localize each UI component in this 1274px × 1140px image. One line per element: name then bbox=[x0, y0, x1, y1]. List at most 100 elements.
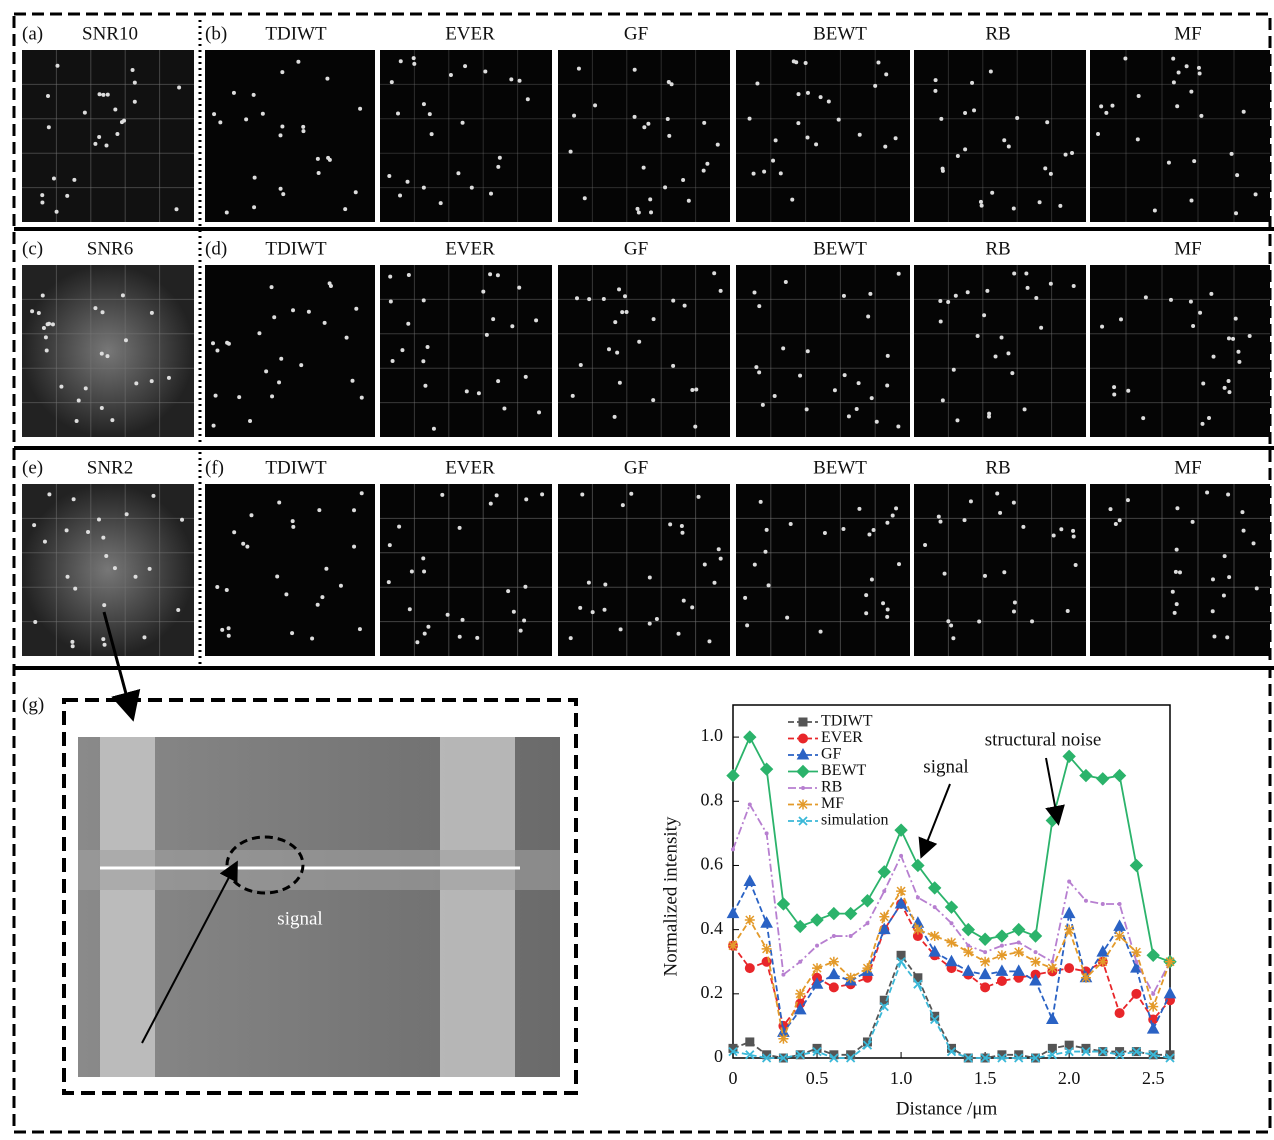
micrograph-dot bbox=[885, 615, 889, 619]
micrograph-dot bbox=[176, 608, 180, 612]
micrograph-dot bbox=[272, 315, 276, 319]
micrograph-dot bbox=[690, 605, 694, 609]
micrograph-dot bbox=[495, 493, 499, 497]
micrograph-dot bbox=[757, 304, 761, 308]
micrograph-dot bbox=[40, 200, 44, 204]
legend-marker bbox=[798, 800, 808, 810]
micrograph-dot bbox=[1141, 416, 1145, 420]
micrograph-dot bbox=[110, 418, 114, 422]
micrograph-dot bbox=[648, 622, 652, 626]
micrograph-dot bbox=[461, 121, 465, 125]
micrograph bbox=[1090, 50, 1270, 222]
micrograph-dot bbox=[1030, 619, 1034, 623]
micrograph-dot bbox=[1211, 577, 1215, 581]
point bbox=[963, 965, 974, 975]
micrograph-dot bbox=[75, 419, 79, 423]
micrograph-dot bbox=[613, 415, 617, 419]
micrograph-dot bbox=[249, 513, 253, 517]
micrograph-dot bbox=[343, 207, 347, 211]
micrograph-dot bbox=[827, 100, 831, 104]
point bbox=[744, 731, 756, 743]
panel-title: EVER bbox=[445, 457, 495, 478]
point bbox=[1131, 947, 1141, 957]
micrograph-dot bbox=[1052, 534, 1056, 538]
micrograph-dot bbox=[712, 271, 716, 275]
micrograph-dot bbox=[587, 297, 591, 301]
micrograph-dot bbox=[774, 138, 778, 142]
micrograph-dot bbox=[805, 407, 809, 411]
micrograph-dot bbox=[1172, 80, 1176, 84]
micrograph-dot bbox=[509, 77, 513, 81]
micrograph bbox=[205, 484, 375, 656]
micrograph-dot bbox=[663, 185, 667, 189]
micrograph-dot bbox=[1104, 111, 1108, 115]
micrograph-dot bbox=[1021, 525, 1025, 529]
micrograph-dot bbox=[253, 176, 257, 180]
micrograph-dot bbox=[847, 414, 851, 418]
micrograph-dot bbox=[872, 528, 876, 532]
micrograph-dot bbox=[873, 84, 877, 88]
micrograph-dot bbox=[257, 331, 261, 335]
y-axis-label: Normalized intensity bbox=[660, 816, 681, 976]
point bbox=[746, 1038, 754, 1046]
micrograph-dot bbox=[1223, 554, 1227, 558]
panel-title: BEWT bbox=[813, 457, 867, 478]
micrograph-dot bbox=[951, 636, 955, 640]
panel-title: SNR2 bbox=[87, 457, 133, 478]
point bbox=[946, 956, 957, 966]
micrograph-dot bbox=[977, 620, 981, 624]
micrograph-dot bbox=[42, 326, 46, 330]
micrograph-dot bbox=[617, 287, 621, 291]
micrograph-dot bbox=[1064, 153, 1068, 157]
micrograph bbox=[558, 50, 730, 222]
micrograph-dot bbox=[270, 285, 274, 289]
micrograph-dot bbox=[104, 554, 108, 558]
micrograph-dot bbox=[1174, 570, 1178, 574]
micrograph-dot bbox=[796, 121, 800, 125]
annotation: structural noise bbox=[985, 729, 1102, 750]
panel-title: RB bbox=[985, 457, 1010, 478]
micrograph-dot bbox=[637, 211, 641, 215]
point bbox=[1068, 880, 1071, 883]
panel-title: TDIWT bbox=[265, 238, 327, 259]
micrograph-dot bbox=[399, 59, 403, 63]
micrograph-dot bbox=[241, 542, 245, 546]
micrograph-dot bbox=[496, 165, 500, 169]
micrograph bbox=[205, 265, 375, 437]
micrograph-dot bbox=[670, 82, 674, 86]
micrograph-dot bbox=[719, 557, 723, 561]
micrograph-dot bbox=[1015, 116, 1019, 120]
y-tick-label: 0.8 bbox=[701, 789, 724, 809]
micrograph-dot bbox=[97, 135, 101, 139]
micrograph-dot bbox=[1100, 325, 1104, 329]
micrograph-dot bbox=[301, 125, 305, 129]
panel-tag: (f) bbox=[205, 457, 224, 478]
micrograph-dot bbox=[886, 608, 890, 612]
micrograph-dot bbox=[225, 211, 229, 215]
point bbox=[879, 912, 889, 922]
legend-label: simulation bbox=[821, 812, 889, 829]
micrograph-dot bbox=[423, 632, 427, 636]
micrograph-dot bbox=[522, 618, 526, 622]
micrograph-dot bbox=[422, 186, 426, 190]
zoom-band bbox=[100, 737, 155, 1077]
point bbox=[963, 947, 973, 957]
micrograph-dot bbox=[1099, 104, 1103, 108]
micrograph-dot bbox=[1012, 272, 1016, 276]
micrograph-dot bbox=[398, 193, 402, 197]
micrograph-dot bbox=[428, 112, 432, 116]
micrograph-dot bbox=[449, 73, 453, 77]
micrograph-dot bbox=[855, 407, 859, 411]
legend-label: TDIWT bbox=[821, 713, 873, 730]
micrograph-dot bbox=[352, 508, 356, 512]
micrograph-dot bbox=[1191, 324, 1195, 328]
micrograph-dot bbox=[603, 582, 607, 586]
micrograph-dot bbox=[1169, 298, 1173, 302]
micrograph-dot bbox=[307, 310, 311, 314]
micrograph-dot bbox=[510, 324, 514, 328]
micrograph-dot bbox=[745, 623, 749, 627]
point bbox=[996, 965, 1007, 975]
micrograph-dot bbox=[979, 200, 983, 204]
micrograph-dot bbox=[1013, 600, 1017, 604]
micrograph-dot bbox=[218, 120, 222, 124]
